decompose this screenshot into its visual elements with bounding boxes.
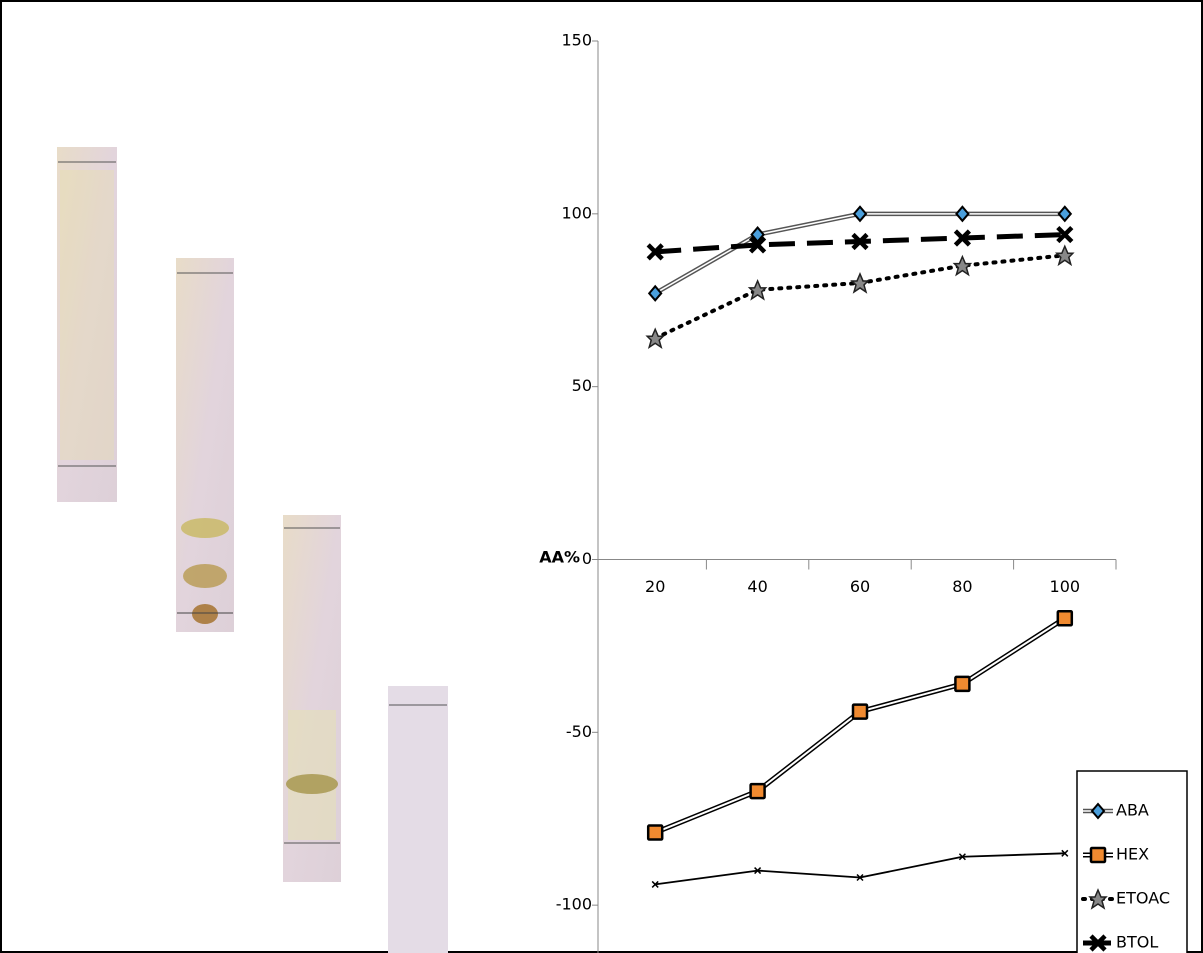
spot xyxy=(286,774,338,794)
page: AA% -100 -50 0 50 100 150 20 40 60 80 100 ABA HEX ETO… xyxy=(0,0,1203,953)
marker-square xyxy=(648,826,662,840)
point xyxy=(853,705,867,719)
x-tick-label: 100 xyxy=(1050,577,1081,596)
legend-label: HEX xyxy=(1116,845,1149,864)
x-tick-label: 60 xyxy=(850,577,870,596)
x-tick-label: 40 xyxy=(747,577,767,596)
y-tick-label: 100 xyxy=(561,203,592,222)
spot xyxy=(192,604,218,624)
marker-square xyxy=(751,784,765,798)
y-tick-label: 50 xyxy=(572,376,592,395)
y-axis-title: AA% xyxy=(539,548,580,567)
point xyxy=(648,826,662,840)
legend-label: BTOL xyxy=(1116,933,1158,952)
spot xyxy=(60,170,114,460)
y-tick-label: -50 xyxy=(566,722,592,741)
marker-square xyxy=(853,705,867,719)
point xyxy=(955,677,969,691)
point xyxy=(1058,611,1072,625)
legend: ABA HEX ETOAC BTOL xyxy=(1077,771,1187,953)
point xyxy=(751,784,765,798)
x-tick-label: 20 xyxy=(645,577,665,596)
legend-label: ETOAC xyxy=(1116,889,1170,908)
y-tick-label: -100 xyxy=(556,895,592,914)
tlc-plate xyxy=(388,686,448,953)
x-tick-label: 80 xyxy=(952,577,972,596)
marker-square xyxy=(955,677,969,691)
spot xyxy=(181,518,229,538)
marker-square xyxy=(1091,848,1105,862)
point xyxy=(1091,848,1105,862)
y-tick-label: 150 xyxy=(561,31,592,50)
legend-label: ABA xyxy=(1116,801,1149,820)
chart: AA% -100 -50 0 50 100 150 20 40 60 80 100 ABA HEX ETO… xyxy=(0,0,1203,953)
spot xyxy=(183,564,227,588)
y-tick-label: 0 xyxy=(582,549,592,568)
marker-square xyxy=(1058,611,1072,625)
